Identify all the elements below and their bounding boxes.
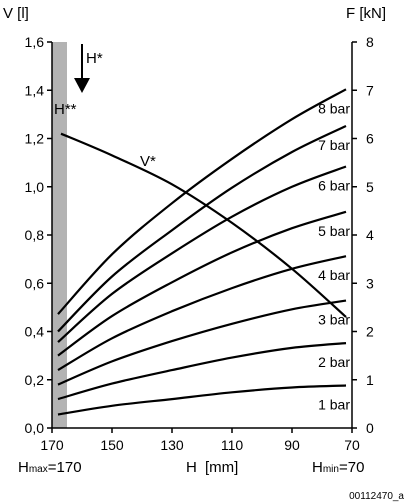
v-star-label: V* — [140, 153, 156, 170]
force-curve-4-bar — [57, 255, 347, 372]
left-tick-label: 0,2 — [25, 372, 45, 388]
right-tick-label: 1 — [366, 372, 374, 388]
x-tick-label: 150 — [100, 437, 124, 453]
left-axis-title: V [l] — [3, 5, 29, 22]
x-tick-label: 170 — [40, 437, 64, 453]
force-curve-label: 8 bar — [318, 100, 350, 116]
hmin-label: Hmin=70 — [312, 459, 364, 476]
left-tick-label: 0,8 — [25, 227, 45, 243]
force-curve-7-bar — [57, 125, 347, 333]
h-star-arrow — [74, 44, 90, 93]
x-axis-ticks: 170 150 130 110 90 70 — [40, 428, 360, 453]
left-tick-label: 1,4 — [25, 82, 45, 98]
right-axis-ticks: 0 1 2 3 4 5 6 7 8 — [352, 34, 374, 436]
left-tick-label: 1,2 — [25, 131, 45, 147]
force-curve-1-bar — [57, 384, 347, 416]
left-tick-label: 0,6 — [25, 275, 45, 291]
right-tick-label: 7 — [366, 82, 374, 98]
figure-code: 00112470_a — [349, 491, 404, 502]
force-curve-6-bar — [57, 165, 347, 343]
left-axis-ticks: 0,0 0,2 0,4 0,6 0,8 1,0 1,2 1,4 1,6 — [25, 34, 52, 436]
force-curve-label: 2 bar — [318, 354, 350, 370]
force-curve-5-bar — [57, 210, 347, 357]
force-curve-label: 7 bar — [318, 137, 350, 153]
x-tick-label: 90 — [284, 437, 300, 453]
right-tick-label: 2 — [366, 324, 374, 340]
h-star-label: H* — [86, 50, 103, 67]
right-tick-label: 3 — [366, 275, 374, 291]
force-curve-8-bar — [57, 88, 347, 315]
right-tick-label: 4 — [366, 227, 374, 243]
left-tick-label: 1,0 — [25, 179, 45, 195]
right-tick-label: 6 — [366, 131, 374, 147]
right-tick-label: 0 — [366, 420, 374, 436]
h-double-star-band — [52, 42, 67, 428]
force-curve-label: 5 bar — [318, 223, 350, 239]
force-curve-3-bar — [57, 299, 347, 386]
left-tick-label: 0,0 — [25, 420, 45, 436]
h-double-star-label: H** — [54, 101, 77, 118]
force-curve-label: 3 bar — [318, 312, 350, 328]
hmax-label: Hmax=170 — [18, 459, 82, 476]
volume-curve-line — [60, 132, 347, 318]
x-tick-label: 70 — [344, 437, 360, 453]
force-curve-label: 4 bar — [318, 267, 350, 283]
left-tick-label: 1,6 — [25, 34, 45, 50]
x-tick-label: 130 — [160, 437, 184, 453]
right-tick-label: 5 — [366, 179, 374, 195]
right-tick-label: 8 — [366, 34, 374, 50]
x-tick-label: 110 — [221, 437, 244, 453]
x-axis-title: H [mm] — [186, 459, 238, 476]
left-tick-label: 0,4 — [25, 324, 45, 340]
force-curve-label: 1 bar — [318, 397, 350, 413]
right-axis-title: F [kN] — [346, 5, 386, 22]
force-curve-2-bar — [57, 342, 347, 401]
force-curves: 1 bar 2 bar 3 bar 4 bar 5 bar 6 bar 7 bar 8 bar — [57, 88, 350, 416]
volume-curve — [60, 132, 347, 318]
force-curve-label: 6 bar — [318, 177, 350, 193]
